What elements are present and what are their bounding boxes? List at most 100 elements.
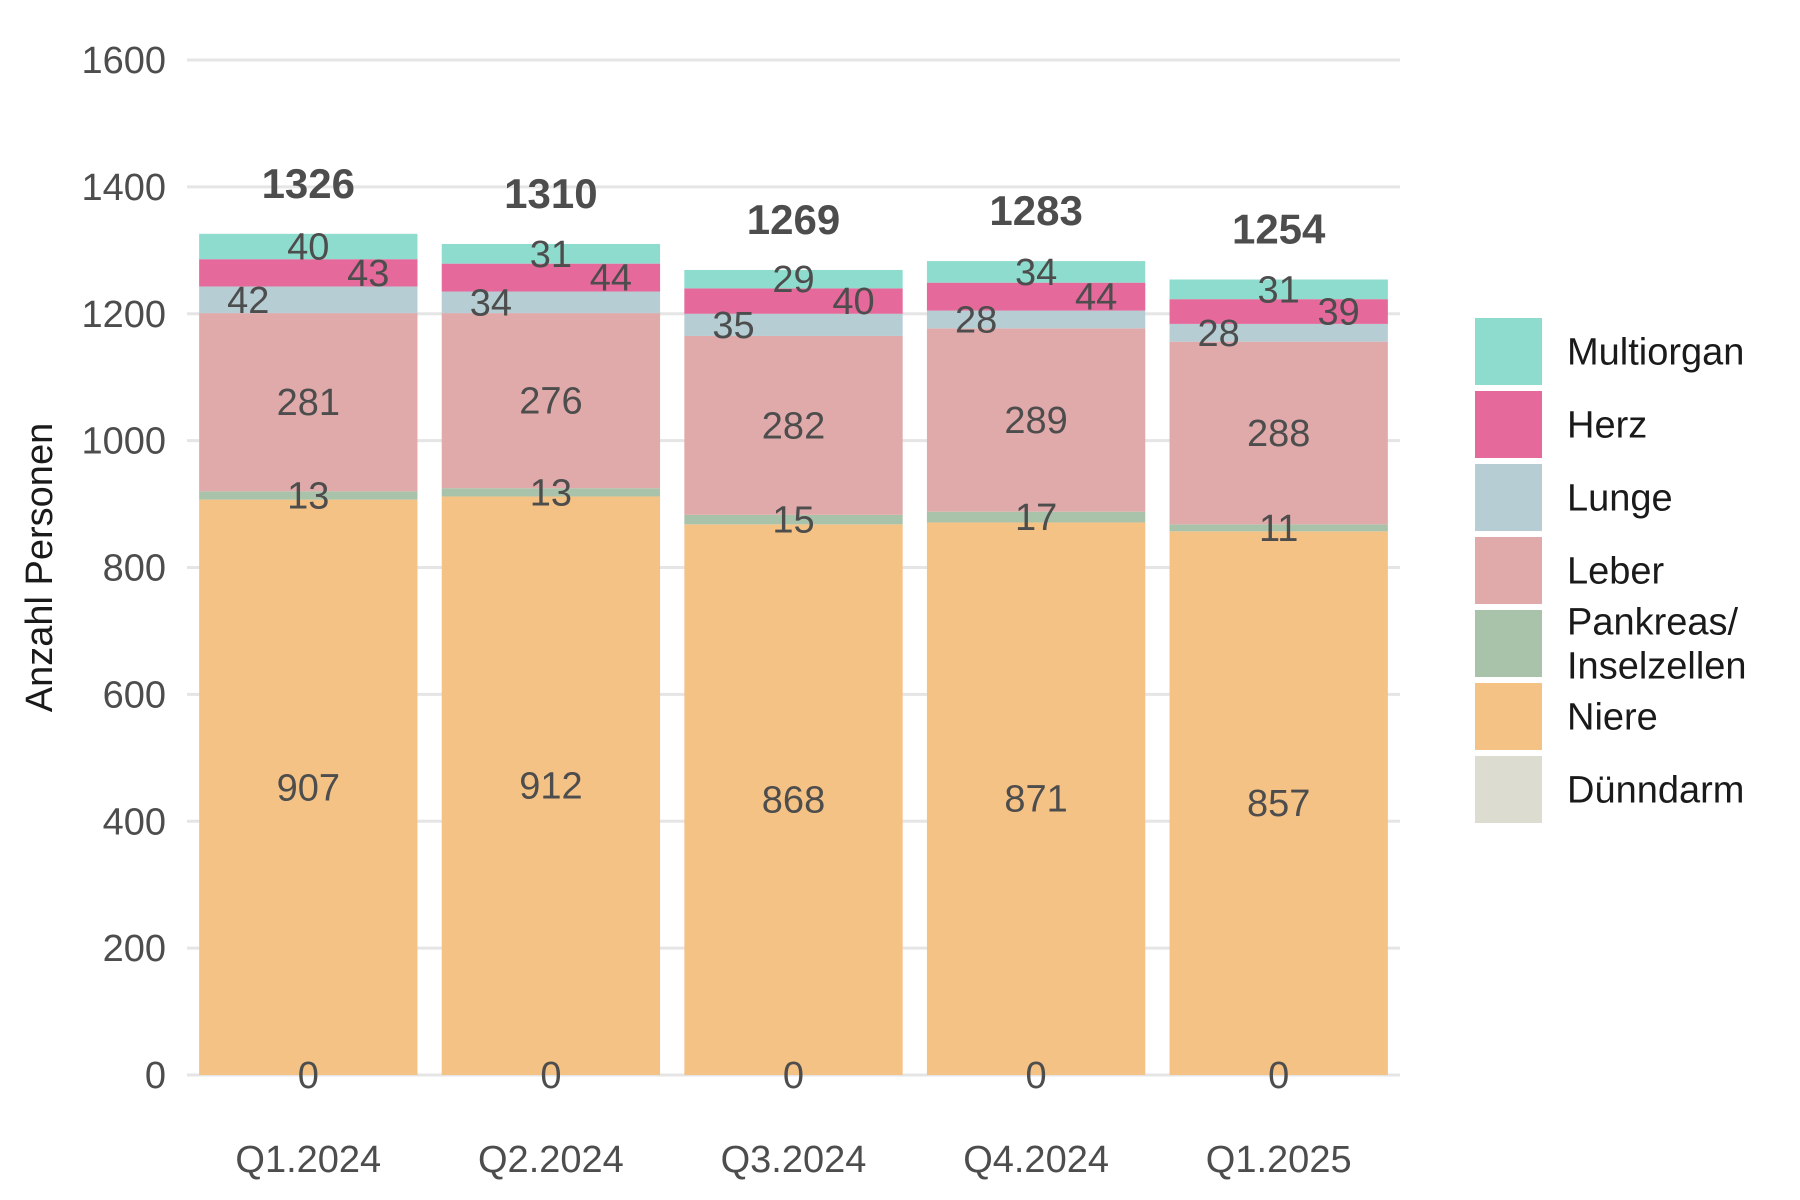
total-label: 1310 (504, 170, 597, 217)
segment-value-label: 289 (1004, 400, 1067, 442)
bar-segment-pankreasinselzellen (199, 491, 418, 500)
segment-value-label: 31 (530, 234, 572, 276)
bars (199, 233, 1388, 1075)
bar-segment-multiorgan (199, 233, 418, 260)
legend-label: Herz (1567, 405, 1647, 447)
segment-value-label: 28 (955, 299, 997, 341)
bar-segment-pankreasinselzellen (1169, 524, 1388, 532)
segment-value-label: 40 (287, 227, 329, 269)
bar-segment-niere (441, 496, 661, 1075)
legend-label: Lunge (1567, 478, 1673, 520)
bar-segment-lunge (684, 313, 903, 336)
bar-segment-lunge (199, 286, 418, 314)
segment-value-label: 29 (772, 259, 814, 301)
segment-value-label: 31 (1258, 269, 1300, 311)
bar-segment-leber (1169, 341, 1388, 525)
legend-label: Multiorgan (1567, 332, 1744, 374)
bar-segment-lunge (441, 291, 661, 314)
x-axis-ticks: Q1.2024 Q2.2024 Q3.2024 Q4.2024 Q1.2025 (235, 1139, 1351, 1181)
y-tick-label: 1200 (81, 294, 166, 336)
segment-labels: 0 907 13 281 42 43 40 0 912 13 276 34 44 31 0 868 15 282 3… (227, 227, 1360, 1097)
segment-value-label: 39 (1318, 292, 1360, 334)
bar-segment-lunge (926, 310, 1146, 329)
segment-value-label: 35 (712, 305, 754, 347)
legend-swatch (1475, 318, 1542, 385)
bar-segment-leber (684, 335, 903, 515)
y-axis-ticks: 0 200 400 600 800 1000 1200 1400 1600 (81, 40, 166, 1097)
y-tick-label: 1000 (81, 421, 166, 463)
segment-value-label: 0 (1268, 1055, 1289, 1097)
segment-value-label: 17 (1015, 497, 1057, 539)
segment-value-label: 44 (1075, 277, 1117, 319)
bar-segment-lunge (1169, 323, 1388, 342)
bar-segment-herz (441, 263, 661, 292)
legend-label: Pankreas/Inselzellen (1567, 602, 1747, 688)
bar-segment-leber (441, 313, 661, 489)
total-label: 1283 (989, 187, 1082, 234)
x-tick-label: Q1.2024 (235, 1139, 381, 1181)
x-tick-label: Q2.2024 (478, 1139, 624, 1181)
y-axis-label: Anzahl Personen (19, 423, 61, 712)
segment-value-label: 0 (298, 1055, 319, 1097)
bar-segment-niere (199, 499, 418, 1075)
segment-value-label: 0 (783, 1055, 804, 1097)
segment-value-label: 871 (1004, 779, 1067, 821)
bar-segment-herz (684, 288, 903, 314)
segment-value-label: 11 (1259, 508, 1298, 550)
segment-value-label: 34 (1015, 252, 1057, 294)
legend-swatch (1475, 683, 1542, 750)
legend-swatch (1475, 537, 1542, 604)
bar-segment-herz (199, 259, 418, 287)
y-tick-label: 1400 (81, 167, 166, 209)
bar-segment-herz (926, 282, 1146, 311)
segment-value-label: 28 (1198, 313, 1240, 355)
bar-segment-multiorgan (1169, 279, 1388, 300)
legend-swatch (1475, 464, 1542, 531)
legend-label: Leber (1567, 551, 1665, 593)
segment-value-label: 42 (227, 280, 269, 322)
legend-label: Niere (1567, 697, 1658, 739)
total-label: 1269 (747, 196, 840, 243)
legend-swatch (1475, 391, 1542, 458)
bar-segment-pankreasinselzellen (441, 488, 661, 497)
segment-value-label: 40 (832, 281, 874, 323)
bar-segment-pankreasinselzellen (926, 511, 1146, 523)
bar-segment-niere (926, 522, 1146, 1075)
legend: Multiorgan Herz Lunge Leber Pankreas/Inselze… (1475, 318, 1747, 823)
y-tick-label: 0 (145, 1055, 166, 1097)
bar-segment-multiorgan (684, 269, 903, 289)
bar-segment-niere (1169, 531, 1388, 1075)
legend-swatch (1475, 610, 1542, 677)
segment-value-label: 34 (470, 282, 512, 324)
bar-segment-herz (1169, 299, 1388, 324)
bar-segment-multiorgan (926, 261, 1146, 283)
legend-label: Dünndarm (1567, 770, 1744, 812)
segment-value-label: 907 (277, 767, 340, 809)
y-tick-label: 800 (103, 548, 166, 590)
segment-value-label: 13 (287, 475, 329, 517)
segment-value-label: 857 (1247, 783, 1310, 825)
bar-segment-leber (199, 313, 418, 492)
total-labels: 1326 1310 1269 1283 1254 (262, 160, 1326, 253)
segment-value-label: 276 (519, 381, 582, 423)
y-tick-label: 200 (103, 928, 166, 970)
segment-value-label: 43 (347, 253, 389, 295)
segment-value-label: 0 (1026, 1055, 1047, 1097)
total-label: 1326 (262, 160, 355, 207)
segment-value-label: 281 (277, 382, 340, 424)
x-tick-label: Q3.2024 (721, 1139, 867, 1181)
segment-value-label: 868 (762, 780, 825, 822)
y-tick-label: 600 (103, 674, 166, 716)
y-tick-label: 1600 (81, 40, 166, 82)
bar-segment-multiorgan (441, 243, 661, 264)
segment-value-label: 282 (762, 405, 825, 447)
bar-segment-leber (926, 328, 1146, 512)
segment-value-label: 912 (519, 766, 582, 808)
bar-segment-niere (684, 524, 903, 1075)
segment-value-label: 0 (540, 1055, 561, 1097)
bar-segment-pankreasinselzellen (684, 514, 903, 525)
segment-value-label: 13 (530, 472, 572, 514)
legend-swatch (1475, 756, 1542, 823)
segment-value-label: 15 (772, 500, 814, 542)
